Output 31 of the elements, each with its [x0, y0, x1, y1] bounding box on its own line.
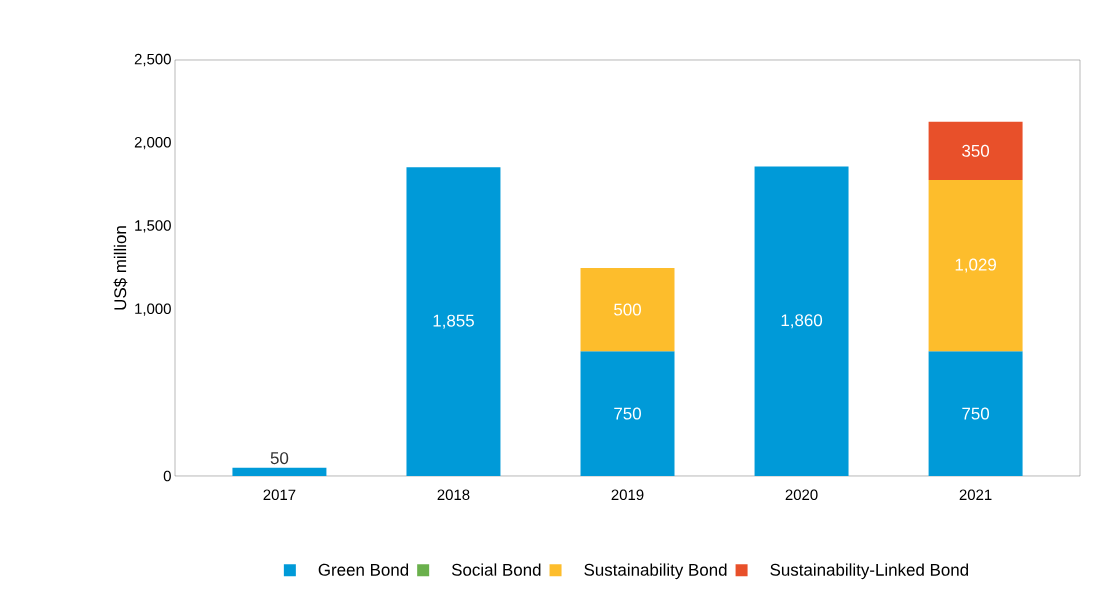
- legend-label: Sustainability Bond: [584, 563, 727, 580]
- data-label: 50: [270, 452, 289, 465]
- legend-label: Sustainability-Linked Bond: [770, 563, 969, 580]
- y-tick-label: 0: [163, 470, 171, 482]
- data-label: 1,029: [955, 258, 996, 273]
- data-label: 350: [962, 144, 990, 157]
- bar: [580, 267, 675, 352]
- x-tick-label: 2018: [437, 489, 470, 501]
- legend-label: Social Bond: [451, 563, 541, 576]
- bar: [580, 351, 675, 476]
- data-label: 1,860: [781, 314, 823, 329]
- data-label: 750: [962, 407, 990, 420]
- bar: [754, 166, 849, 476]
- bar: [928, 351, 1023, 476]
- bar: [928, 179, 1023, 352]
- y-tick-label: 1,000: [135, 303, 171, 316]
- data-label: 750: [614, 407, 641, 420]
- x-tick-label: 2020: [785, 489, 818, 501]
- x-tick-label: 2019: [611, 489, 644, 501]
- bar: [928, 121, 1023, 180]
- data-label: 500: [614, 303, 641, 316]
- y-tick-label: 2,000: [134, 137, 171, 150]
- x-tick-label: 2017: [263, 489, 296, 501]
- data-label: 1,855: [433, 314, 474, 329]
- y-tick-label: 2,500: [134, 53, 171, 67]
- bar: [406, 167, 501, 476]
- y-axis-title: US$ million: [113, 226, 128, 310]
- bar: [232, 467, 327, 476]
- legend-label: Green Bond: [318, 563, 409, 576]
- x-tick-label: 2021: [959, 489, 992, 501]
- y-tick-label: 1,500: [135, 220, 171, 233]
